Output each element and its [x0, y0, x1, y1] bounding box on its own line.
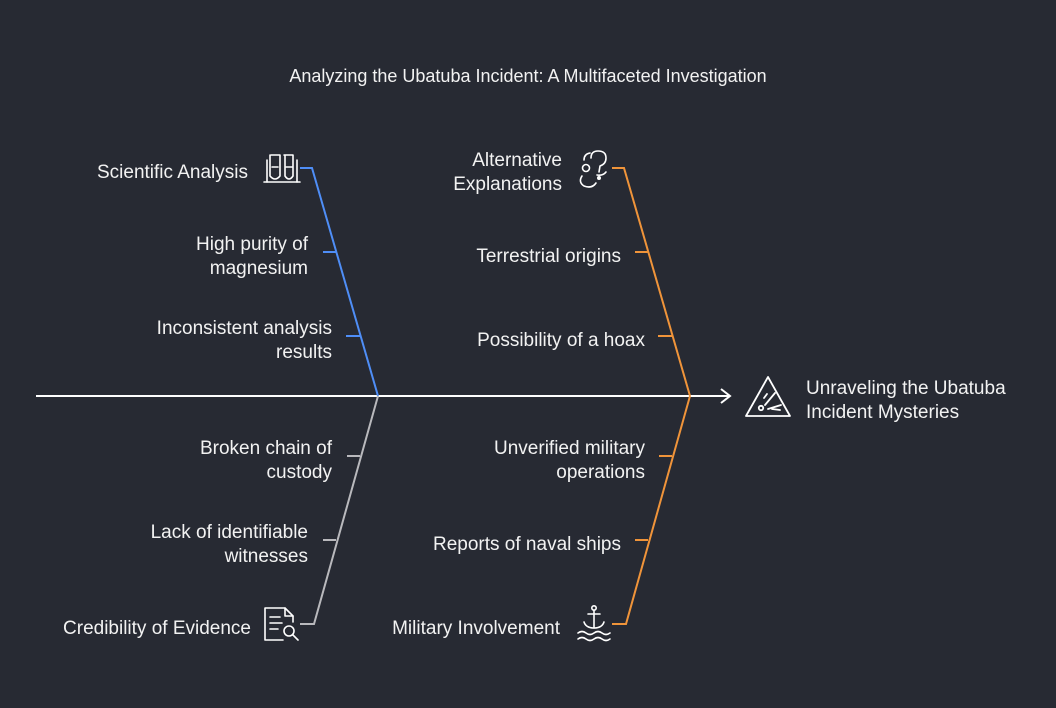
cause-naval-ships: Reports of naval ships	[433, 534, 621, 555]
cause-line: Lack of identifiable	[150, 522, 308, 543]
bone-credibility	[300, 395, 379, 625]
cause-lack-witnesses: Lack of identifiable witnesses	[151, 521, 308, 569]
effect-label: Unraveling the Ubatuba Incident Mysterie…	[806, 377, 1006, 425]
cause-line: results	[276, 342, 332, 363]
category-military-label: Military Involvement	[392, 618, 560, 639]
category-credibility-label: Credibility of Evidence	[63, 618, 251, 639]
document-search-icon	[264, 607, 299, 641]
category-alternative-label: Alternative Explanations	[453, 149, 562, 197]
cause-line: witnesses	[224, 546, 308, 567]
category-label-line: Alternative	[472, 150, 562, 171]
cause-terrestrial: Terrestrial origins	[476, 246, 621, 267]
cause-line: High purity of	[196, 234, 308, 255]
cause-line: Unverified military	[494, 438, 645, 459]
diagram-title: Analyzing the Ubatuba Incident: A Multif…	[289, 66, 767, 86]
spine-arrowhead	[720, 388, 732, 404]
anchor-waves-icon	[577, 604, 611, 642]
category-scientific-label: Scientific Analysis	[96, 162, 248, 183]
bone-alternative	[612, 167, 691, 397]
question-marks-icon	[579, 150, 607, 188]
test-tubes-icon	[263, 154, 301, 183]
cause-line: Broken chain of	[199, 438, 332, 459]
cause-unverified-ops: Unverified military operations	[494, 437, 645, 485]
cause-line: operations	[556, 462, 645, 483]
warning-triangle-icon	[745, 376, 791, 417]
category-label-line: Explanations	[453, 174, 562, 195]
effect-label-line1: Unraveling the Ubatuba	[806, 378, 1006, 399]
cause-inconsistent-analysis: Inconsistent analysis results	[157, 317, 332, 365]
cause-line: custody	[266, 462, 332, 483]
bone-military	[612, 395, 691, 625]
bone-scientific	[300, 167, 379, 397]
cause-line: Inconsistent analysis	[156, 318, 332, 339]
effect-label-line2: Incident Mysteries	[806, 402, 960, 423]
cause-high-purity: High purity of magnesium	[196, 233, 308, 281]
cause-broken-chain: Broken chain of custody	[200, 437, 332, 485]
cause-hoax: Possibility of a hoax	[477, 330, 645, 351]
cause-line: magnesium	[209, 258, 308, 279]
